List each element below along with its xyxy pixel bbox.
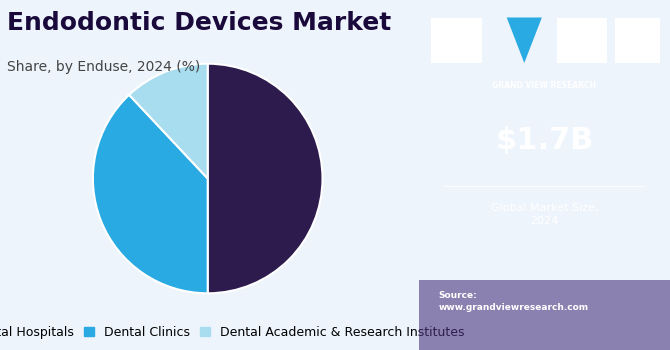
Polygon shape [507,18,542,63]
Wedge shape [93,95,208,293]
FancyBboxPatch shape [557,18,607,63]
Legend: Dental Hospitals, Dental Clinics, Dental Academic & Research Institutes: Dental Hospitals, Dental Clinics, Dental… [0,326,464,339]
FancyBboxPatch shape [431,18,482,63]
Wedge shape [129,64,208,178]
Text: Endodontic Devices Market: Endodontic Devices Market [7,10,391,35]
Text: Source:
www.grandviewresearch.com: Source: www.grandviewresearch.com [439,290,589,312]
Text: GRAND VIEW RESEARCH: GRAND VIEW RESEARCH [492,80,596,90]
Text: Share, by Enduse, 2024 (%): Share, by Enduse, 2024 (%) [7,60,200,74]
FancyBboxPatch shape [615,18,660,63]
Wedge shape [208,64,322,293]
Text: $1.7B: $1.7B [495,126,594,154]
Text: Global Market Size,
2024: Global Market Size, 2024 [490,203,598,226]
FancyBboxPatch shape [419,280,670,350]
